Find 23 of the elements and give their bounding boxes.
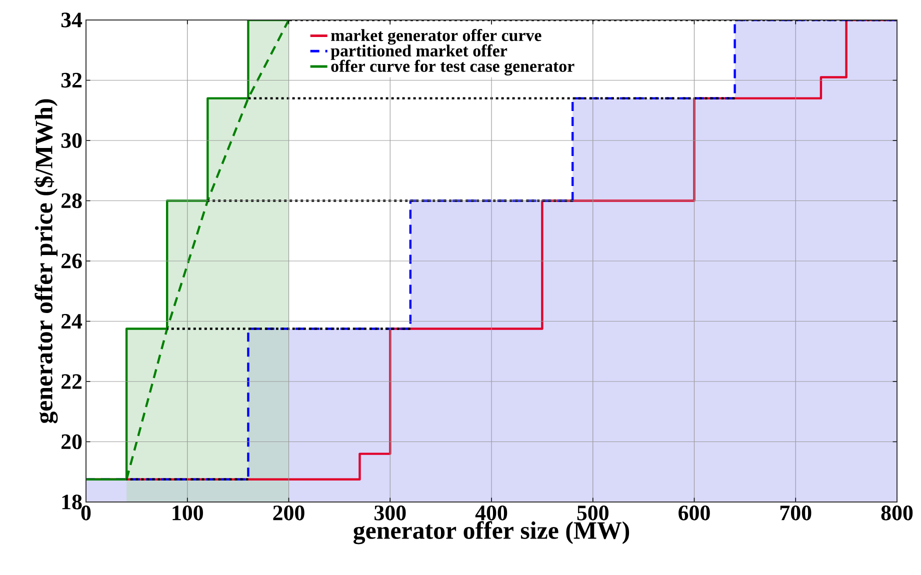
- y-axis-title: generator offer price ($/MWh): [34, 99, 58, 424]
- legend-label: market generator offer curve: [331, 29, 542, 45]
- y-tick-label: 26: [61, 254, 82, 268]
- x-tick-label: 400: [475, 506, 508, 520]
- x-tick-label: 0: [81, 506, 91, 520]
- y-tick-label: 30: [61, 133, 82, 148]
- x-axis-title: generator offer size (MW): [354, 521, 630, 544]
- x-tick-label: 700: [780, 506, 812, 520]
- y-tick-label: 28: [61, 193, 82, 208]
- x-tick-label: 600: [678, 506, 710, 520]
- y-tick-label: 22: [61, 374, 82, 389]
- y-tick-label: 20: [61, 434, 82, 450]
- x-tick-label: 200: [273, 506, 304, 520]
- y-tick-label: 32: [61, 72, 82, 88]
- x-tick-label: 100: [172, 506, 203, 520]
- legend-label: partitioned market offer: [330, 44, 508, 60]
- x-tick-label: 500: [577, 506, 608, 520]
- x-tick-label: 800: [881, 506, 913, 520]
- y-tick-label: 34: [61, 12, 82, 28]
- y-tick-label: 18: [62, 494, 82, 510]
- x-tick-label: 300: [374, 506, 406, 520]
- legend-label: offer curve for test case generator: [331, 60, 574, 76]
- y-tick-label: 24: [61, 314, 82, 329]
